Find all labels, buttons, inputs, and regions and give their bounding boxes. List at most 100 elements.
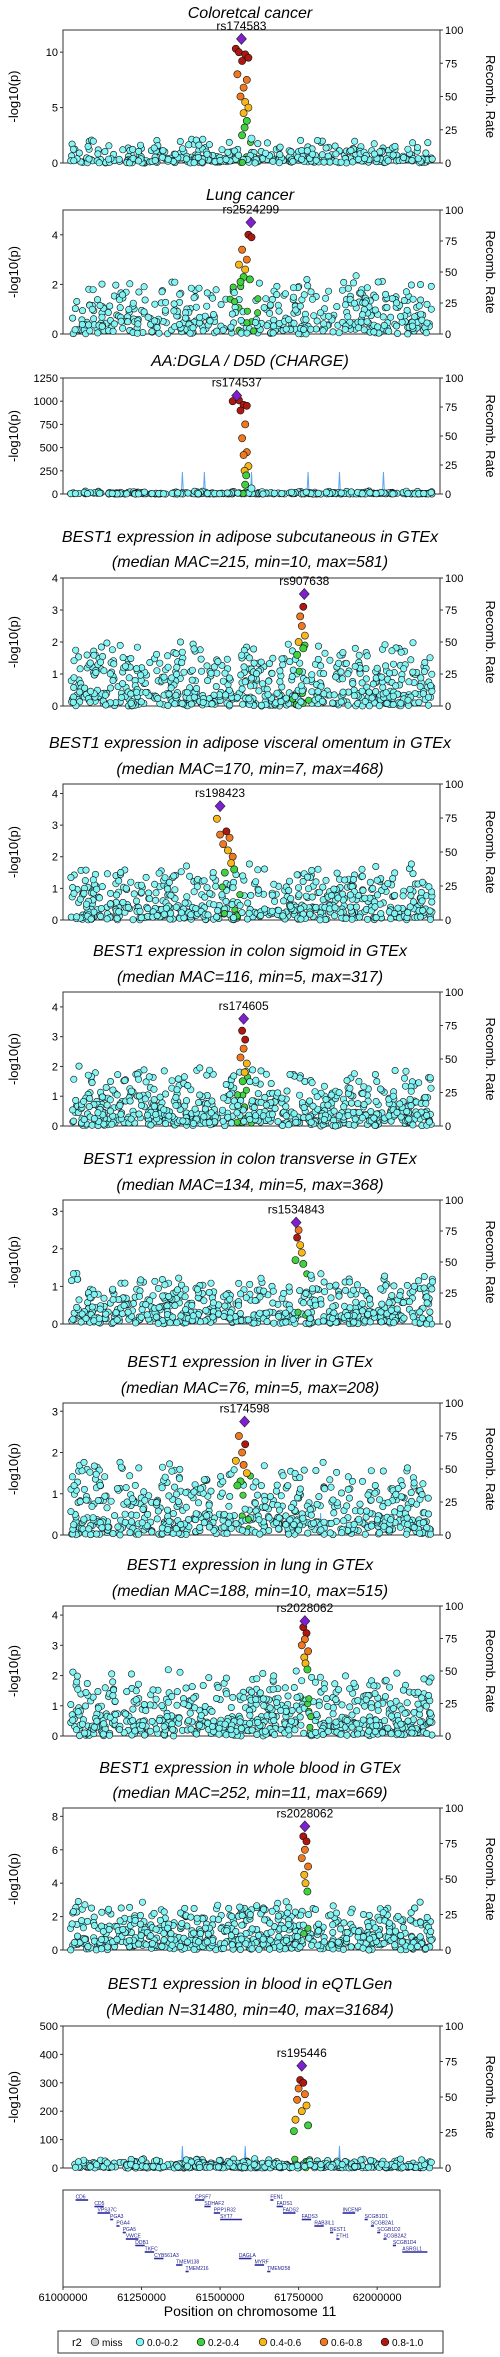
snp-point [69,1716,77,1724]
snp-point-ld [242,401,251,410]
snp-point [312,1467,320,1475]
snp-point [178,699,186,707]
snp-point [242,1086,250,1094]
snp-point [326,1529,334,1537]
snp-point [171,886,179,894]
snp-point [420,489,428,497]
snp-point [293,871,301,879]
snp-point [222,1081,230,1089]
snp-point [102,1084,110,1092]
snp-point-ld [242,471,251,480]
snp-point [133,643,141,651]
snp-point [226,1295,234,1303]
snp-point [322,876,330,884]
snp-point [172,650,180,658]
panel-subtitle: (median MAC=116, min=5, max=317) [117,969,383,986]
snp-point [119,898,127,906]
y-tick-label: 2 [52,1448,58,1460]
snp-point [156,1093,164,1101]
snp-point [69,314,77,322]
snp-point [260,1702,268,1710]
snp-point [226,1314,234,1322]
snp-point [350,1520,358,1528]
snp-point [237,329,245,337]
y-axis-label: -log10(p) [6,410,21,462]
snp-point [404,489,412,497]
snp-point [250,659,258,667]
snp-point [164,1526,172,1534]
snp-point-ld [242,76,251,84]
snp-point [354,1100,362,1108]
snp-point [294,1308,302,1316]
snp-point [207,669,215,677]
snp-point [329,1496,337,1504]
snp-point [320,1116,328,1124]
snp-point [302,488,310,496]
snp-point [387,1712,395,1720]
snp-point [230,1072,238,1080]
snp-point [127,699,135,707]
snp-point [302,1290,310,1298]
snp-point [306,1723,314,1731]
snp-point [177,638,185,646]
snp-point [262,1101,270,1109]
snp-point [160,1106,168,1114]
snp-point [70,889,78,897]
snp-point [107,1078,115,1086]
snp-point [296,1091,304,1099]
snp-point [389,660,397,668]
snp-point [225,1502,233,1510]
snp-point [292,1667,300,1675]
y-tick-label: 3 [52,1032,58,1044]
snp-point [287,1504,295,1512]
snp-point [153,1499,161,1507]
snp-point [179,1117,187,1125]
snp-point [294,884,302,892]
snp-point [85,155,93,163]
snp-point [81,684,89,692]
snp-point [205,141,213,149]
snp-point [187,700,195,708]
snp-point [371,903,379,911]
snp-point [93,885,101,893]
snp-point [135,288,143,296]
snp-point [400,154,408,162]
snp-point [257,1482,265,1490]
snp-point [404,1504,412,1512]
snp-point [119,680,127,688]
snp-point [247,891,255,899]
snp-point [284,1482,292,1490]
snp-point [223,655,231,663]
snp-point [217,300,225,308]
snp-point [224,148,232,156]
snp-point [300,325,308,333]
snp-point [359,1716,367,1724]
snp-point [307,1118,315,1126]
snp-point [382,689,390,697]
snp-point [135,490,143,498]
y-axis-label: -log10(p) [6,826,21,878]
snp-point [161,1473,169,1481]
snp-point [103,870,111,878]
snp-point [426,654,434,662]
snp-point [375,702,383,710]
snp-point [422,329,430,337]
snp-point [346,1304,354,1312]
snp-point [347,488,355,496]
snp-point [343,1077,351,1085]
snp-point [70,674,78,682]
snp-point-ld [299,644,308,653]
snp-point [257,1067,265,1075]
snp-point [414,1700,422,1708]
snp-point [94,1688,102,1696]
snp-point [422,1702,430,1710]
snp-point [222,1674,230,1682]
snp-point [219,1106,227,1114]
snp-point [88,1121,96,1129]
snp-point [153,650,161,658]
snp-point [269,1299,277,1307]
snp-point [245,654,253,662]
snp-point [173,1490,181,1498]
snp-point [405,678,413,686]
snp-point [327,1294,335,1302]
